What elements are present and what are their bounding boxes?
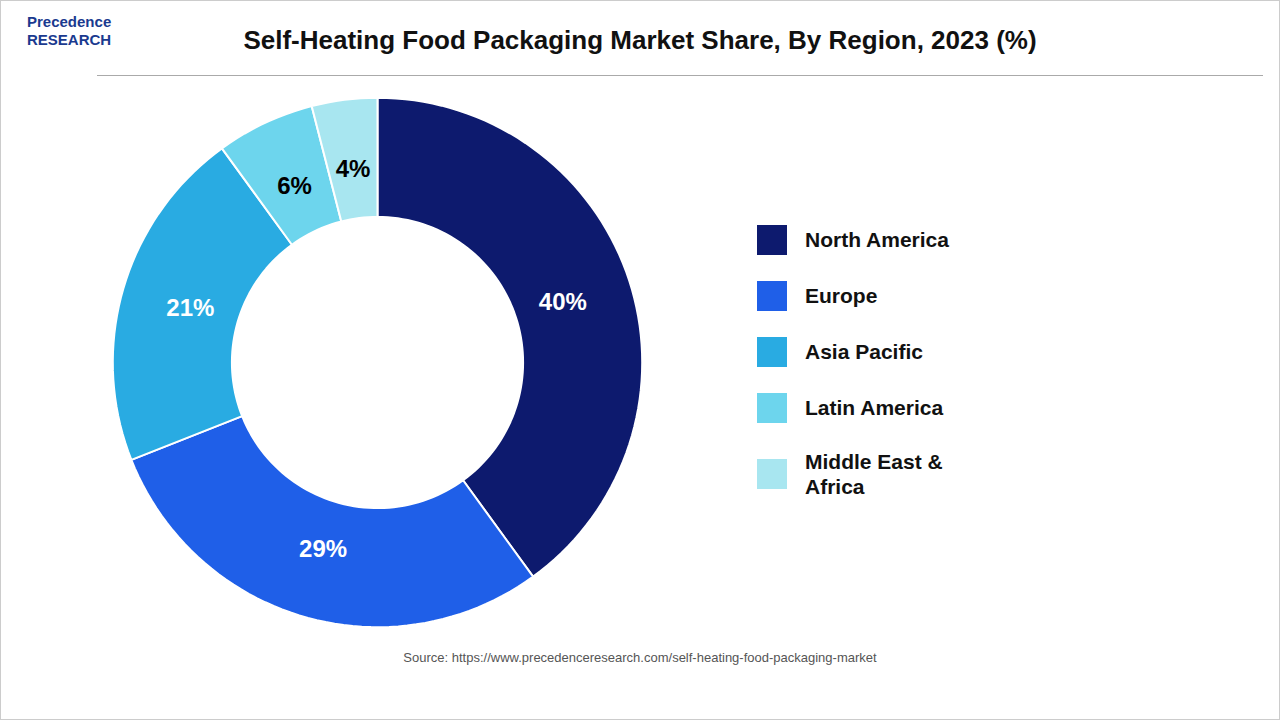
html-text:Latin America: Latin America: [805, 396, 944, 420]
html-text:Source: https://www.precedence: Source: https://www.precedenceresearch.c…: [403, 650, 877, 665]
svg-text:6%: 6%: [277, 172, 312, 199]
html-text:Middle East & Africa: Middle East & Africa: [805, 449, 943, 498]
html-text:North America: North America: [805, 228, 949, 252]
html-text:Asia Pacific: Asia Pacific: [805, 340, 923, 364]
html-text:Europe: Europe: [805, 284, 878, 308]
svg-text:40%: 40%: [539, 288, 587, 315]
svg-text:21%: 21%: [166, 294, 214, 321]
html-text:Precedence RESEARCH: Precedence RESEARCH: [27, 13, 112, 48]
html-text:Self-Heating Food Packaging Ma: Self-Heating Food Packaging Market Share…: [243, 24, 1037, 55]
svg-text:4%: 4%: [336, 155, 371, 182]
svg-text:29%: 29%: [299, 535, 347, 562]
